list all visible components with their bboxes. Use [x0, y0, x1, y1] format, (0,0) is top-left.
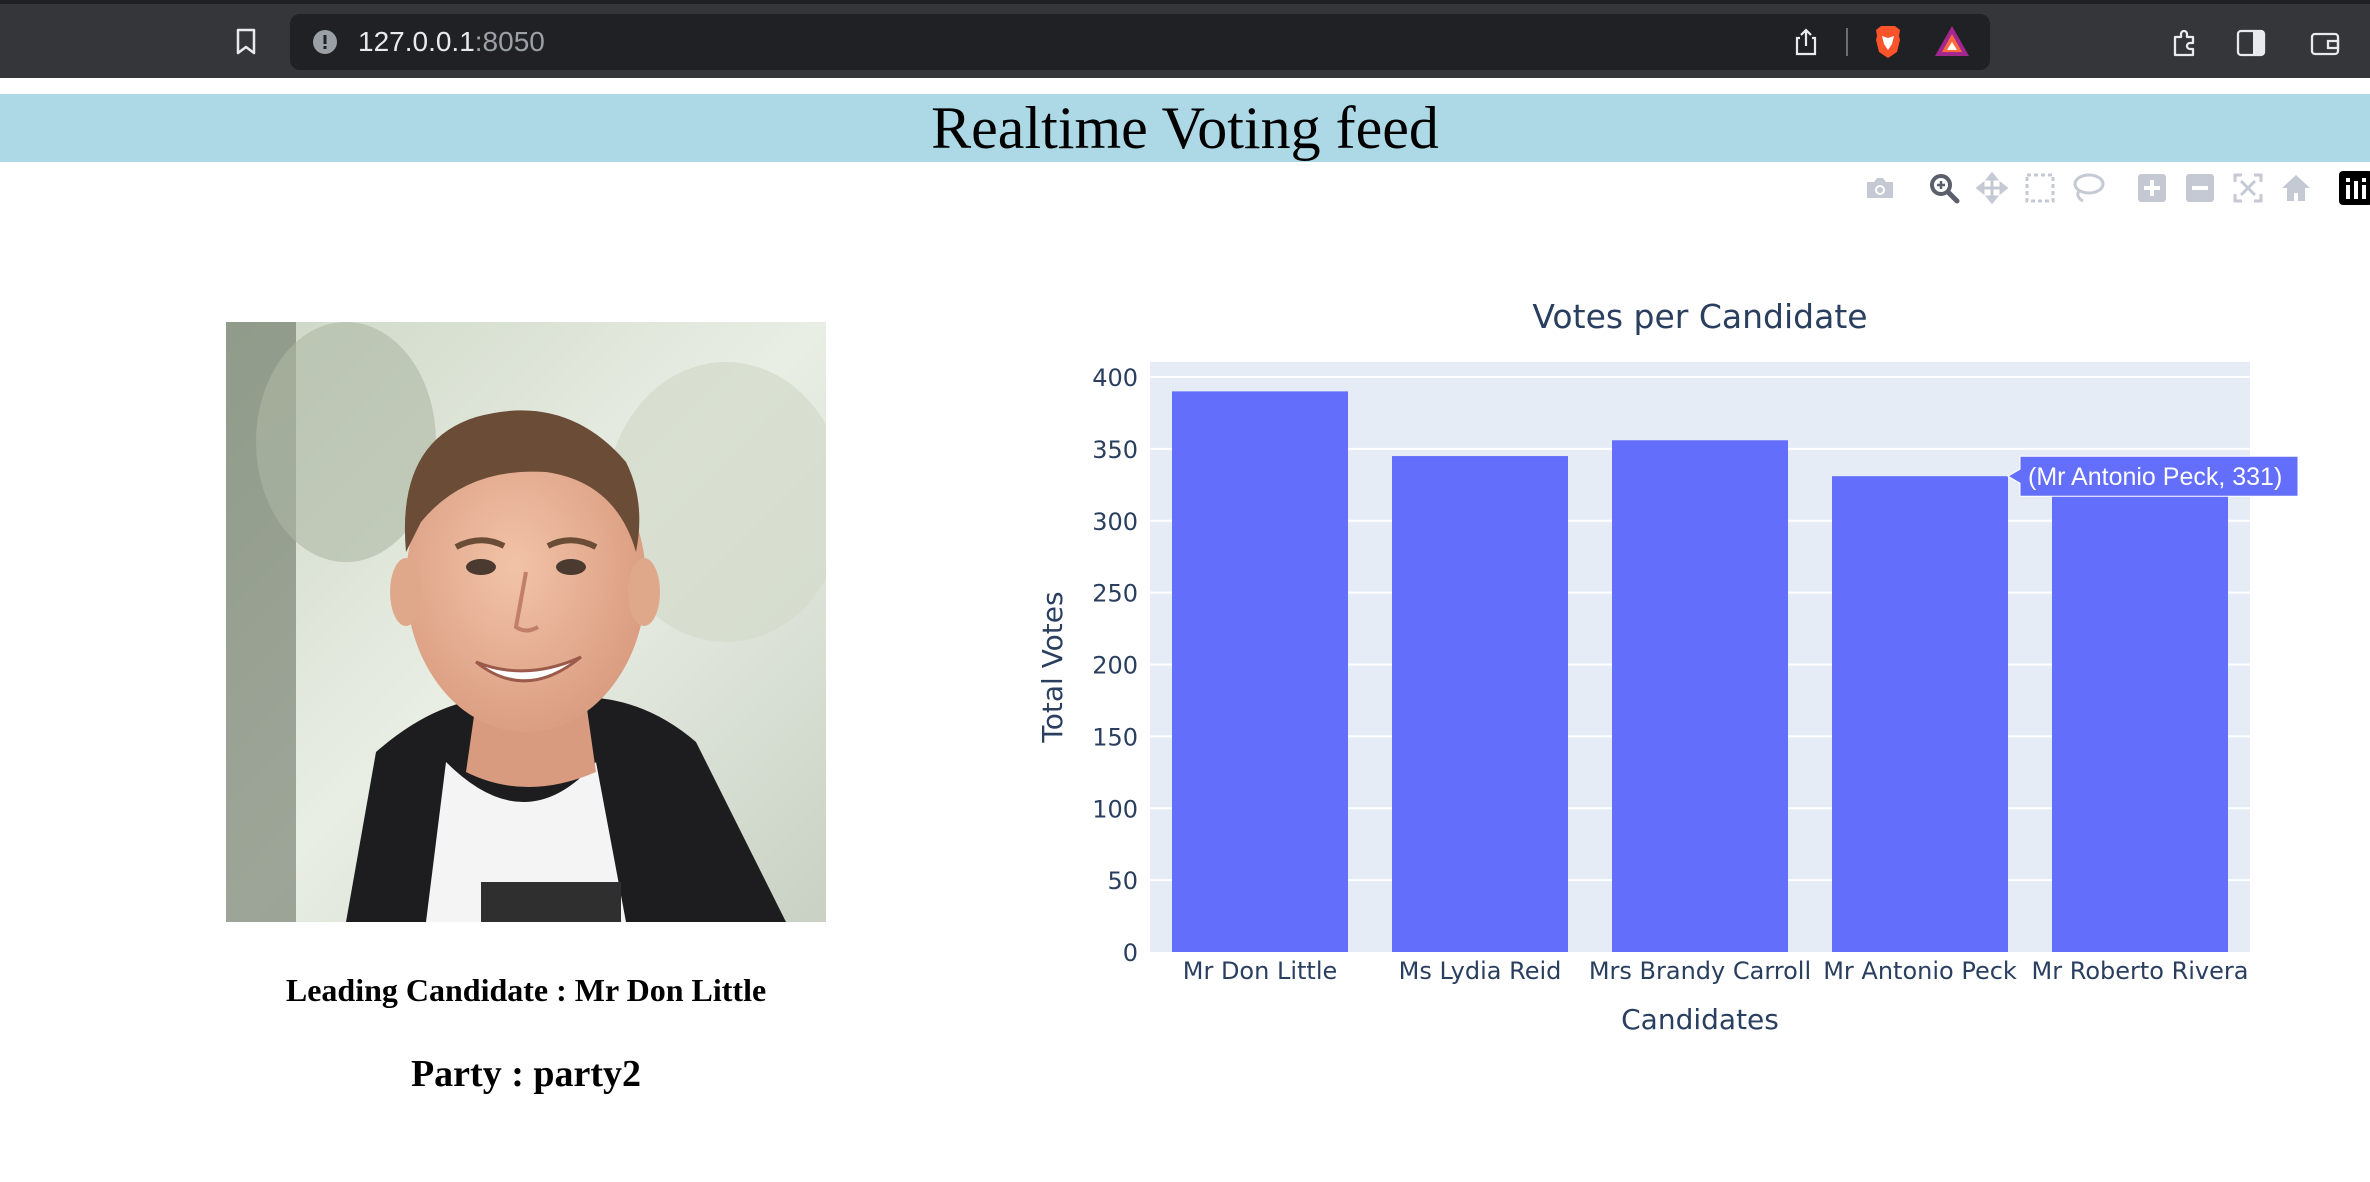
- y-axis-label: Total Votes: [1036, 591, 1069, 743]
- x-tick-label: Mr Don Little: [1183, 957, 1338, 985]
- share-icon[interactable]: [1790, 26, 1822, 58]
- page-title-banner: Realtime Voting feed: [0, 94, 2370, 162]
- url-text[interactable]: 127.0.0.1:8050: [358, 27, 545, 57]
- url-port: :8050: [475, 26, 545, 57]
- leading-candidate-label: Leading Candidate : Mr Don Little: [0, 972, 1052, 1009]
- hover-tooltip: (Mr Antonio Peck, 331): [2008, 456, 2298, 496]
- x-tick-label: Mr Roberto Rivera: [2032, 957, 2249, 985]
- x-axis-label: Candidates: [1621, 1003, 1779, 1036]
- box-select-icon[interactable]: [2020, 168, 2060, 208]
- extensions-icon[interactable]: [2166, 24, 2204, 62]
- y-tick-label: 400: [1092, 364, 1138, 392]
- brave-shields-icon[interactable]: [1868, 22, 1908, 62]
- chart-modebar: [1860, 168, 2370, 208]
- reset-axes-icon[interactable]: [2276, 168, 2316, 208]
- y-tick-label: 50: [1107, 867, 1138, 895]
- party-label: Party : party2: [0, 1052, 1052, 1096]
- page-title: Realtime Voting feed: [931, 94, 1439, 163]
- bar[interactable]: [2052, 476, 2228, 952]
- pan-icon[interactable]: [1972, 168, 2012, 208]
- y-tick-label: 250: [1092, 580, 1138, 608]
- camera-icon[interactable]: [1860, 168, 1900, 208]
- x-tick-label: Mr Antonio Peck: [1823, 957, 2017, 985]
- wallet-icon[interactable]: [2306, 24, 2344, 62]
- lasso-select-icon[interactable]: [2068, 168, 2108, 208]
- sidebar-toggle-icon[interactable]: [2232, 24, 2270, 62]
- bookmark-icon[interactable]: [226, 22, 266, 62]
- chart-svg: 0 50 100 150 200 250 300 350 400 Mr Don Little Ms…: [1020, 280, 2320, 1080]
- chart-title: Votes per Candidate: [1532, 297, 1867, 336]
- x-tick-label: Mrs Brandy Carroll: [1589, 957, 1811, 985]
- bar[interactable]: [1832, 476, 2008, 952]
- address-bar[interactable]: 127.0.0.1:8050: [290, 14, 1990, 70]
- y-tick-label: 350: [1092, 436, 1138, 464]
- bar[interactable]: [1172, 391, 1348, 952]
- url-separator: [1846, 28, 1848, 56]
- brave-rewards-icon[interactable]: [1932, 22, 1972, 62]
- x-tick-label: Ms Lydia Reid: [1399, 957, 1562, 985]
- browser-toolbar: 127.0.0.1:8050: [0, 0, 2370, 78]
- y-tick-label: 150: [1092, 723, 1138, 751]
- zoom-icon[interactable]: [1924, 168, 1964, 208]
- candidate-photo: [226, 322, 826, 922]
- y-tick-label: 100: [1092, 795, 1138, 823]
- y-tick-label: 300: [1092, 508, 1138, 536]
- bar[interactable]: [1612, 440, 1788, 952]
- bar[interactable]: [1392, 456, 1568, 952]
- url-host: 127.0.0.1: [358, 26, 475, 57]
- y-tick-label: 200: [1092, 652, 1138, 680]
- site-info-icon[interactable]: [312, 29, 338, 55]
- hover-tooltip-text: (Mr Antonio Peck, 331): [2028, 463, 2282, 491]
- autoscale-icon[interactable]: [2228, 168, 2268, 208]
- y-tick-label: 0: [1123, 939, 1138, 967]
- zoom-in-icon[interactable]: [2132, 168, 2172, 208]
- zoom-out-icon[interactable]: [2180, 168, 2220, 208]
- votes-bar-chart[interactable]: 0 50 100 150 200 250 300 350 400 Mr Don Little Ms…: [1020, 280, 2320, 1080]
- plotly-logo-icon[interactable]: [2336, 168, 2370, 208]
